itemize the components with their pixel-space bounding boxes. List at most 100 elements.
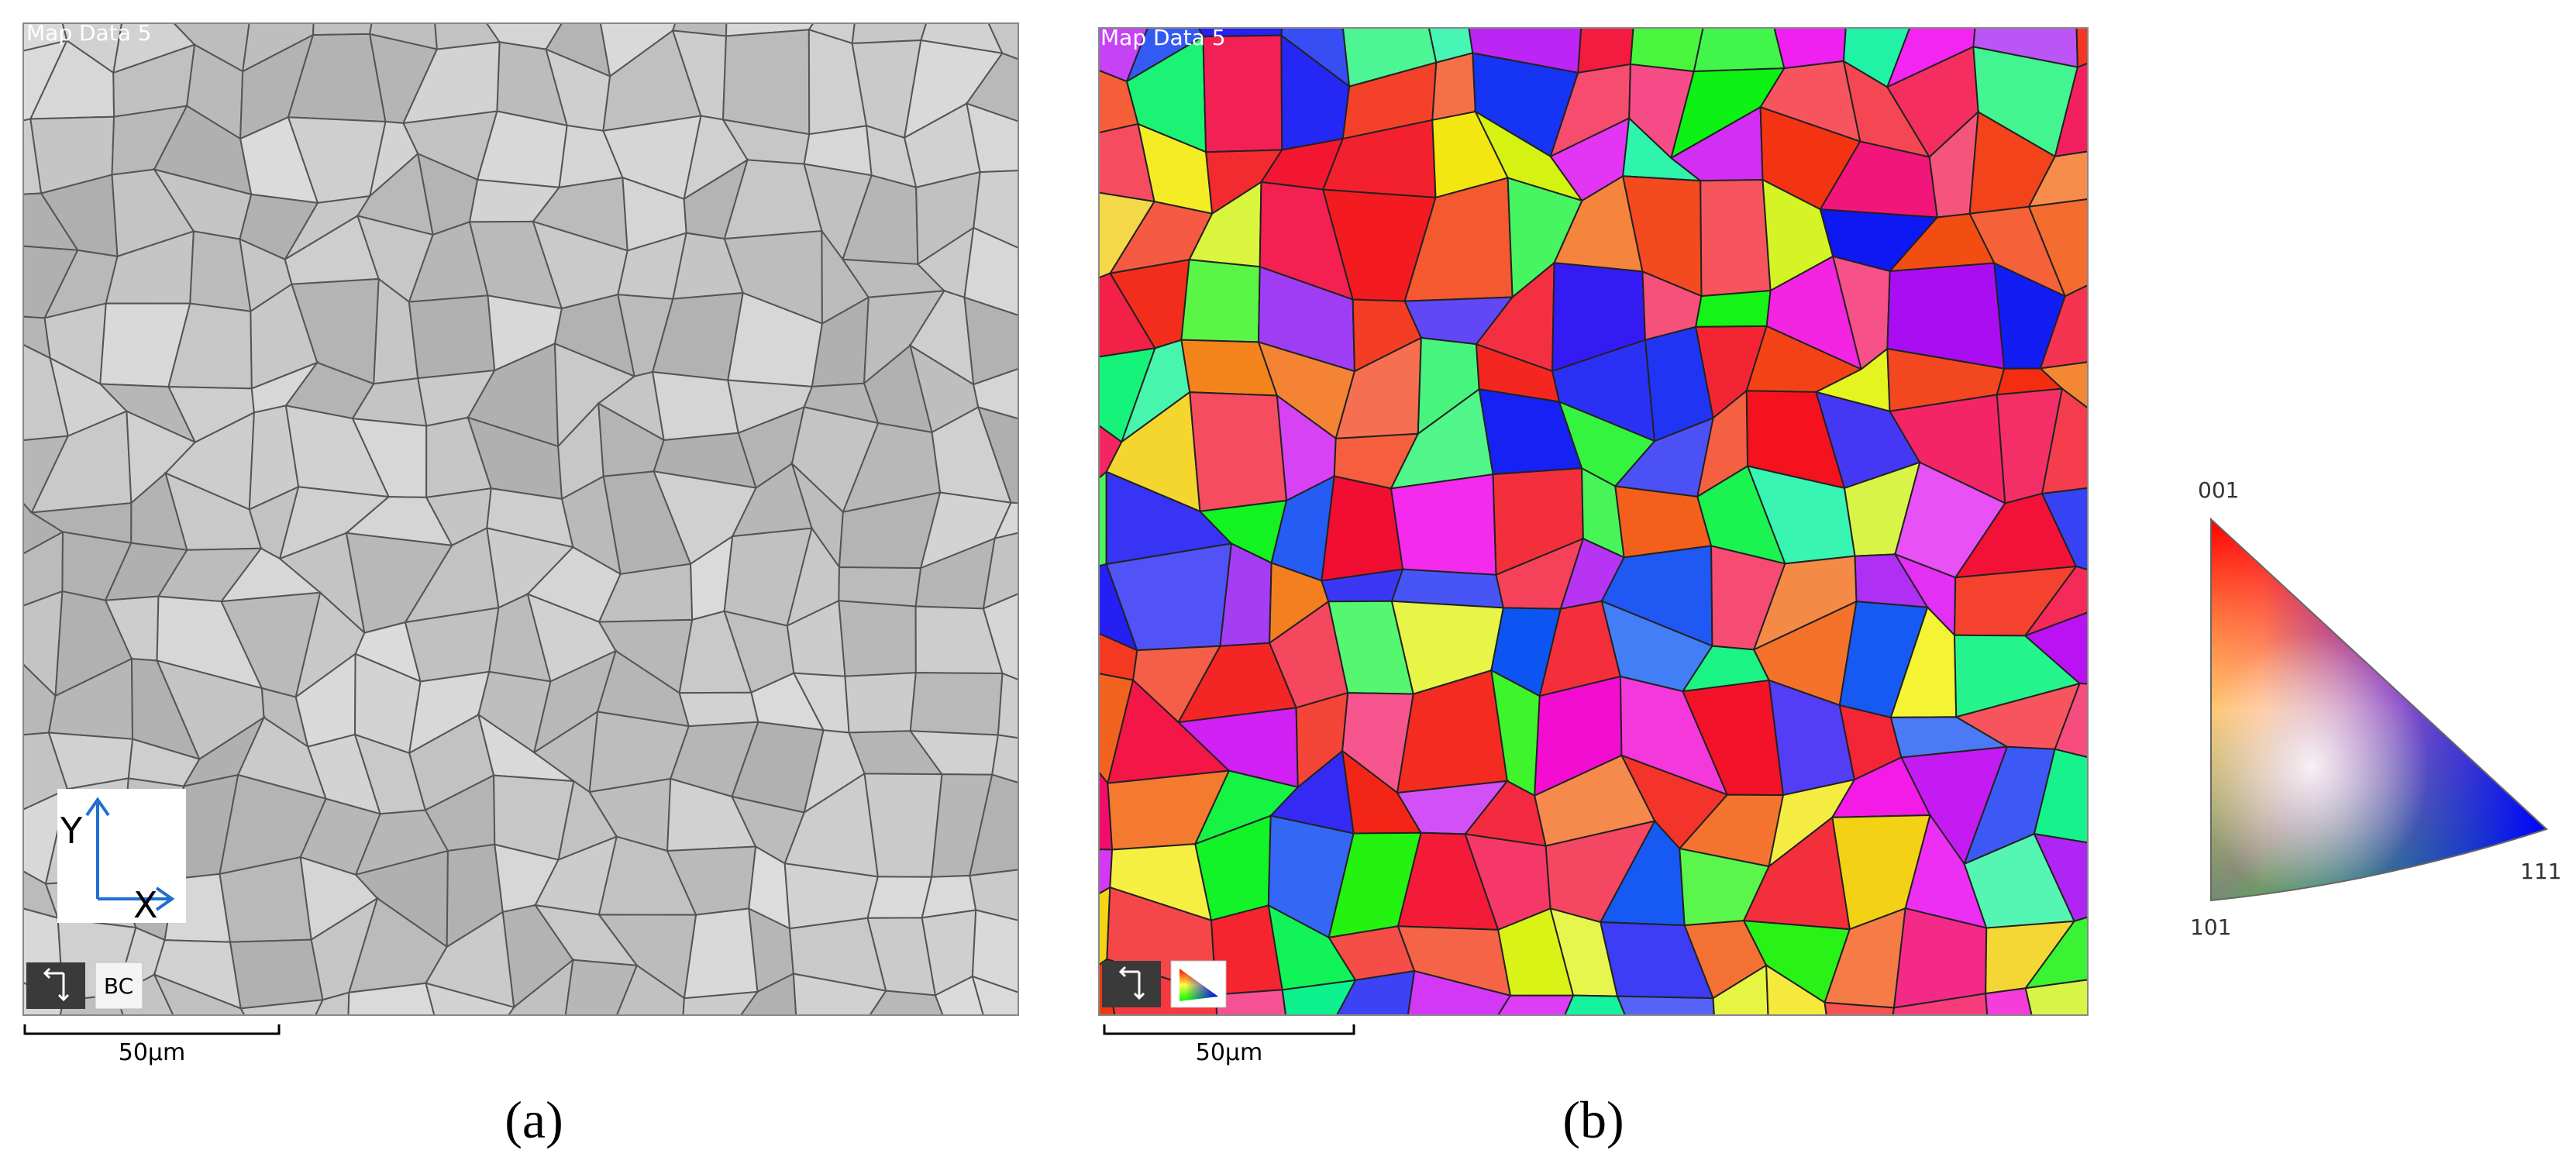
grain <box>1985 987 2033 1015</box>
band-contrast-map <box>23 23 1018 1015</box>
axis-key: Y X <box>57 789 186 926</box>
map-title: Map Data 5 <box>26 20 152 46</box>
grain <box>1189 391 1288 513</box>
badge-label: BC <box>104 973 133 999</box>
legend-top: 001 <box>2198 477 2239 503</box>
grain <box>671 23 728 37</box>
grain <box>1496 994 1575 1015</box>
grain <box>973 367 1018 420</box>
grain <box>966 102 1018 174</box>
grain <box>2039 284 2088 370</box>
grain <box>153 972 246 1015</box>
grain <box>2027 198 2088 298</box>
grain <box>315 991 350 1015</box>
grain <box>2033 832 2088 923</box>
grain <box>997 672 1018 739</box>
grain <box>721 29 811 136</box>
grain <box>971 975 1018 1015</box>
grain <box>2038 361 2088 409</box>
grain <box>1577 28 1634 74</box>
grain <box>1390 473 1497 576</box>
grain <box>991 734 1018 784</box>
grain <box>971 909 1018 993</box>
map-frame <box>22 22 1019 1016</box>
grain <box>347 982 436 1015</box>
grain <box>969 869 1018 921</box>
grain <box>909 672 1004 736</box>
grain <box>866 876 933 919</box>
grain <box>792 972 887 1015</box>
grain <box>2054 62 2088 158</box>
scale-label: 50µm <box>119 1039 185 1066</box>
grain <box>2023 565 2088 638</box>
grain <box>1321 475 1404 582</box>
grain <box>969 773 1018 877</box>
grain <box>1694 289 1772 328</box>
grain <box>1712 963 1769 1015</box>
scale-bar <box>1103 1024 1355 1035</box>
ipf-badge <box>1170 960 1227 1008</box>
grain <box>993 501 1018 540</box>
grain <box>1407 969 1512 1015</box>
grain <box>869 990 944 1015</box>
grain <box>564 959 639 1015</box>
grain <box>976 406 1018 504</box>
grain <box>982 532 1018 610</box>
grain <box>651 370 739 442</box>
axis-x: X <box>133 884 158 926</box>
badge <box>95 962 143 1010</box>
grain <box>2040 487 2088 571</box>
grain <box>2023 611 2088 685</box>
orientation-icon <box>26 962 85 1009</box>
grain <box>683 907 759 1000</box>
grain <box>1824 1001 1896 1015</box>
grain <box>963 226 1018 316</box>
grain <box>1564 994 1626 1015</box>
grain <box>1099 470 1107 567</box>
scale-bar <box>23 1024 281 1035</box>
grain <box>2024 979 2088 1015</box>
map-frame <box>1098 27 2089 1016</box>
grain <box>1335 969 1416 1015</box>
grain <box>2054 683 2088 759</box>
grain <box>239 999 325 1015</box>
grain <box>408 294 496 380</box>
grain <box>838 566 922 608</box>
grain <box>1765 963 1827 1015</box>
grain <box>965 52 1018 122</box>
legend-right: 111 <box>2520 859 2561 884</box>
grain <box>1693 28 1786 73</box>
grain <box>1215 989 1287 1015</box>
grain <box>1700 179 1772 298</box>
grain <box>678 691 759 728</box>
grain <box>229 938 324 1010</box>
axis-y: Y <box>60 810 83 852</box>
grain <box>2033 748 2088 844</box>
orientation-icon <box>1102 961 1161 1007</box>
grain <box>1431 52 1476 122</box>
grain <box>863 773 943 878</box>
grain <box>982 593 1018 681</box>
grain <box>844 672 917 734</box>
grain <box>1616 995 1715 1015</box>
grain <box>615 964 685 1015</box>
grain <box>2027 150 2088 208</box>
ipf-legend: 001 101 111 <box>2190 477 2561 940</box>
panel-label: (b) <box>1562 1090 1624 1149</box>
grain <box>682 990 759 1015</box>
grain <box>2040 387 2088 495</box>
scale-label: 50µm <box>1196 1039 1262 1066</box>
grain <box>987 23 1018 60</box>
grain <box>2023 916 2088 990</box>
grain <box>838 600 917 677</box>
grain <box>1202 34 1283 153</box>
legend-left: 101 <box>2190 914 2231 940</box>
ipf-map <box>1099 28 2088 1015</box>
panel-label: (a) <box>505 1090 563 1149</box>
grain <box>739 972 797 1015</box>
grain <box>1281 979 1357 1015</box>
grain <box>1180 259 1261 343</box>
grain <box>2075 28 2088 69</box>
grain <box>425 982 515 1015</box>
